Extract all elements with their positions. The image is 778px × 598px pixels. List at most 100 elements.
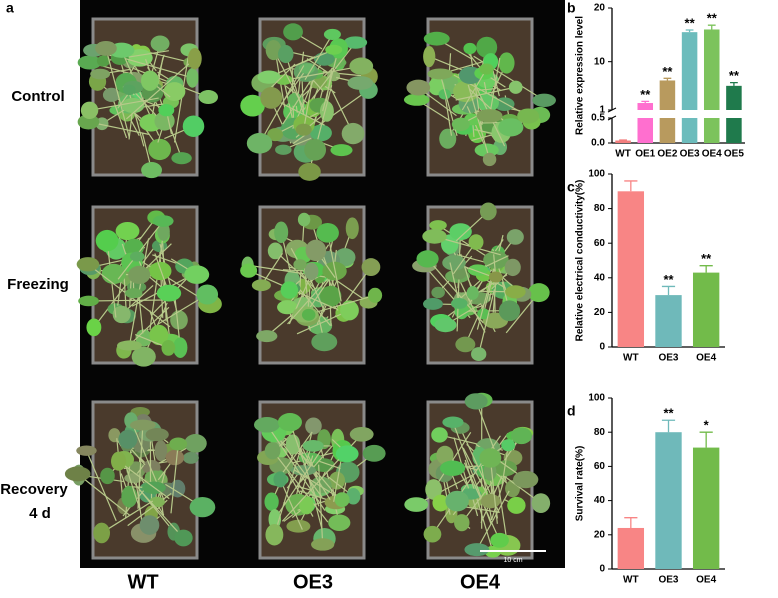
leaf	[148, 138, 172, 161]
error-bar	[661, 419, 676, 433]
y-tick-label: 20	[594, 529, 606, 540]
stem	[461, 482, 493, 524]
error-bar	[730, 81, 738, 86]
leaf	[128, 265, 151, 284]
leaf	[330, 144, 353, 157]
leaf	[445, 490, 469, 512]
stem	[455, 86, 516, 101]
stem	[285, 53, 304, 113]
leaf	[513, 470, 539, 489]
x-tick-label: OE3	[658, 353, 678, 364]
leaf	[152, 215, 174, 227]
leaf	[508, 80, 523, 94]
leaf	[299, 496, 314, 515]
stem	[449, 262, 460, 304]
stem	[476, 259, 497, 330]
leaf	[125, 288, 143, 299]
leaf	[161, 340, 176, 356]
leaf	[240, 263, 258, 278]
leaf	[267, 128, 283, 142]
stem	[118, 460, 170, 500]
leaf	[531, 493, 551, 514]
leaf	[432, 494, 449, 512]
y-tick-label: 20	[594, 3, 606, 14]
leaf	[506, 229, 524, 245]
leaf	[517, 108, 540, 124]
leaf	[90, 68, 111, 80]
leaf	[184, 265, 210, 284]
stem	[273, 445, 303, 535]
leaf	[115, 221, 140, 241]
leaf	[479, 202, 497, 221]
leaf	[325, 44, 343, 55]
leaf	[345, 217, 359, 240]
leaf	[154, 440, 168, 462]
leaf	[305, 239, 327, 262]
leaf	[189, 496, 216, 518]
y-tick-label: 0.0	[591, 138, 605, 149]
y-tick-label: 20	[594, 307, 606, 318]
leaf	[77, 55, 102, 70]
stem	[476, 490, 510, 550]
leaf	[100, 467, 115, 485]
leaf	[111, 451, 127, 471]
stem	[304, 34, 333, 81]
leaf	[277, 300, 298, 315]
stem	[287, 270, 336, 325]
leaf	[505, 285, 526, 299]
stem	[105, 48, 130, 138]
leaf	[169, 437, 188, 451]
leaf	[78, 295, 99, 307]
x-tick-label: WT	[623, 575, 639, 586]
panel-label: d	[567, 403, 576, 419]
leaf	[490, 532, 509, 548]
stem	[284, 68, 308, 100]
leaf	[510, 427, 532, 445]
stem	[289, 421, 320, 507]
leaf	[129, 419, 156, 431]
leaf	[468, 234, 484, 250]
stem	[247, 264, 336, 280]
leaf	[423, 525, 442, 543]
leaf	[122, 84, 136, 96]
stem	[272, 450, 329, 523]
panel-label: b	[567, 0, 576, 16]
leaf	[280, 281, 299, 299]
leaf	[158, 103, 175, 117]
leaf	[183, 452, 199, 464]
column-label: WT	[127, 571, 158, 593]
leaf	[466, 285, 479, 300]
leaf	[274, 221, 289, 244]
error-bar	[641, 100, 650, 104]
leaf	[240, 94, 265, 117]
y-tick-label: 60	[594, 238, 606, 249]
leaf	[286, 519, 311, 533]
leaf	[293, 259, 307, 271]
leaf	[436, 445, 454, 465]
leaf	[149, 261, 172, 281]
leaf	[251, 279, 271, 292]
bar	[681, 32, 698, 110]
leaf	[504, 258, 521, 277]
stem	[314, 85, 333, 150]
leaf	[319, 285, 342, 307]
leaf	[187, 47, 202, 70]
leaf	[121, 485, 138, 508]
stem	[488, 57, 501, 116]
leaf	[102, 87, 121, 102]
leaf	[455, 336, 476, 353]
leaf	[343, 36, 368, 49]
stem	[444, 94, 453, 136]
leaf	[427, 68, 453, 80]
leaf	[449, 223, 472, 241]
leaf	[64, 466, 91, 482]
stem	[478, 289, 496, 355]
leaf	[86, 318, 102, 337]
leaf	[264, 442, 281, 460]
leaf	[150, 35, 170, 52]
leaf	[476, 109, 503, 123]
leaf	[157, 222, 170, 241]
stem	[77, 473, 131, 517]
leaf	[323, 28, 341, 40]
error-bar	[707, 24, 716, 30]
